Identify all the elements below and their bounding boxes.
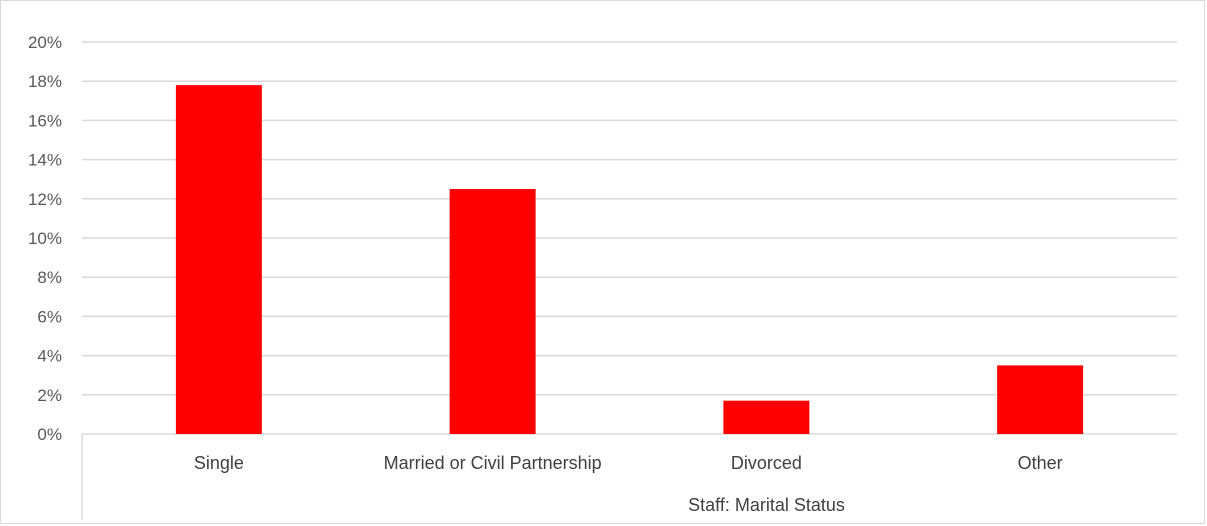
x-category-label: Married or Civil Partnership [384, 453, 602, 473]
y-tick-label: 10% [28, 229, 62, 248]
x-category-labels: Single Married or Civil Partnership Divorc… [194, 453, 1063, 473]
bar [175, 85, 262, 435]
x-category-label: Divorced [731, 453, 802, 473]
y-tick-label: 16% [28, 111, 62, 130]
y-tick-label: 8% [37, 268, 62, 287]
y-tick-label: 12% [28, 190, 62, 209]
y-tick-label: 18% [28, 72, 62, 91]
bar [723, 400, 810, 434]
y-tick-labels: 0% 2% 4% 6% 8% 10% 12% 14% 16% 18% 20% [28, 33, 62, 444]
y-tick-label: 14% [28, 151, 62, 170]
y-tick-label: 6% [37, 307, 62, 326]
bar [997, 365, 1084, 434]
y-tick-label: 20% [28, 33, 62, 52]
x-axis-title: Staff: Marital Status [688, 495, 845, 515]
axes [81, 433, 1177, 520]
x-category-label: Single [194, 453, 244, 473]
y-tick-label: 2% [37, 386, 62, 405]
x-category-label: Other [1018, 453, 1063, 473]
y-tick-label: 4% [37, 347, 62, 366]
gridlines [82, 41, 1177, 396]
y-tick-label: 0% [37, 425, 62, 444]
bar [449, 189, 536, 434]
bars [175, 85, 1084, 435]
